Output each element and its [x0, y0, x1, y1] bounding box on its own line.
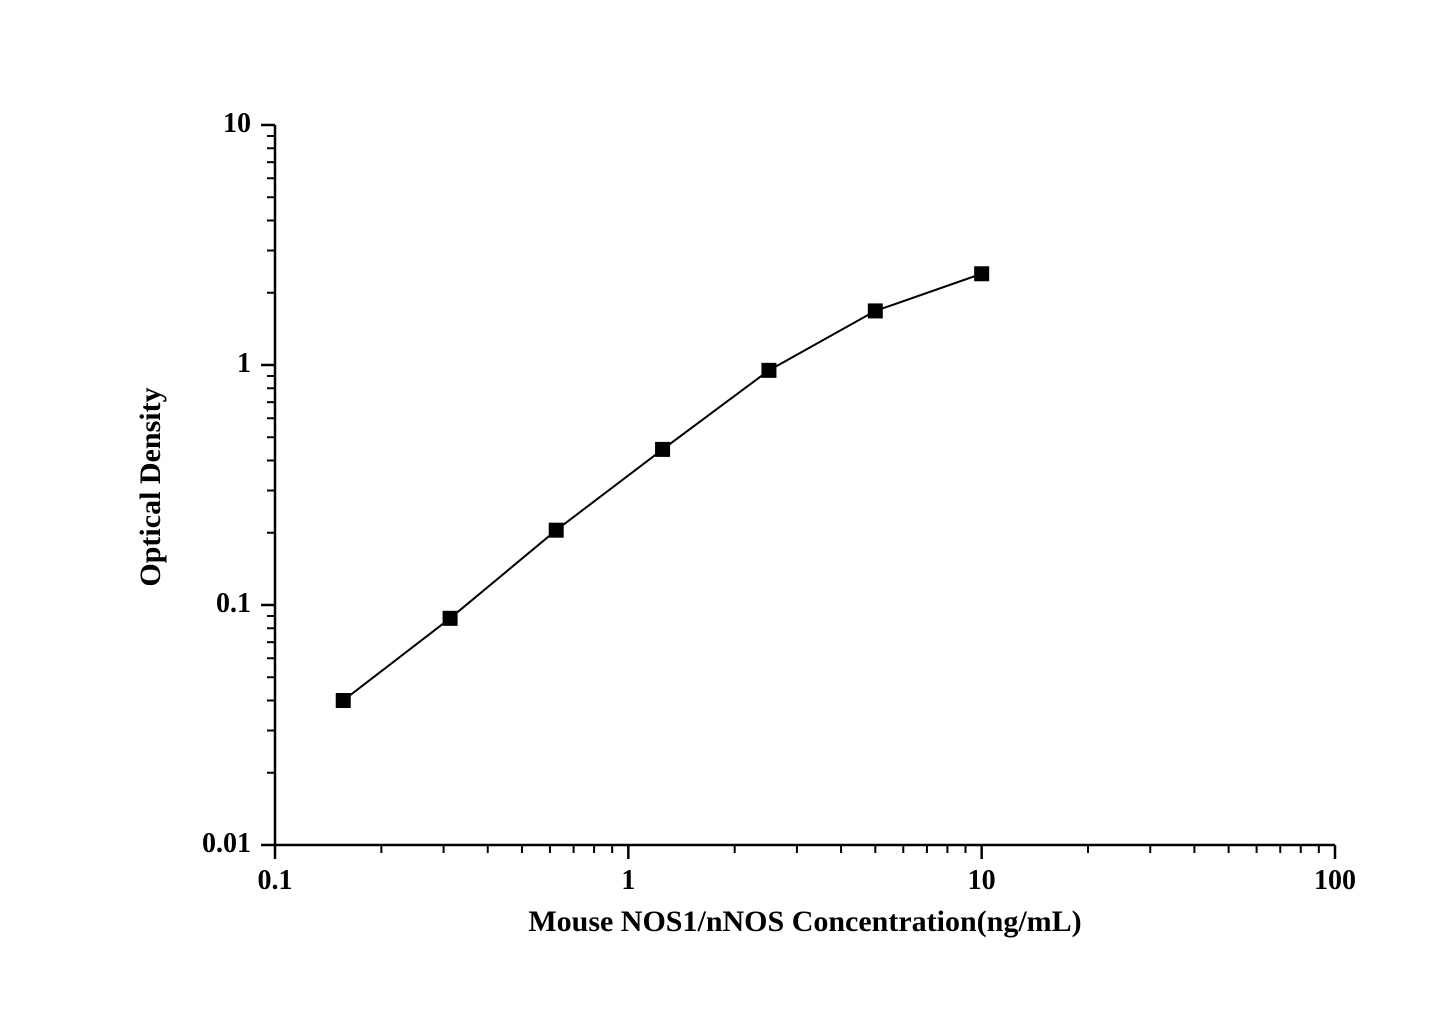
chart-container: Optical Density Mouse NOS1/nNOS Concentr… — [0, 0, 1445, 1009]
x-tick-label: 0.1 — [225, 865, 325, 897]
x-axis-label: Mouse NOS1/nNOS Concentration(ng/mL) — [275, 905, 1335, 939]
x-tick-label: 100 — [1285, 865, 1385, 897]
y-tick-label: 10 — [223, 108, 251, 140]
y-tick-label: 1 — [237, 348, 251, 380]
y-tick-label: 0.1 — [216, 588, 251, 620]
x-tick-label: 1 — [578, 865, 678, 897]
x-tick-label: 10 — [932, 865, 1032, 897]
y-axis-label: Optical Density — [134, 127, 168, 847]
y-tick-label: 0.01 — [202, 828, 251, 860]
